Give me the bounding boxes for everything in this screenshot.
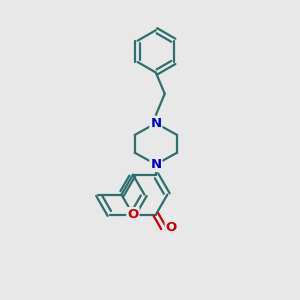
Text: N: N <box>150 117 161 130</box>
Text: O: O <box>166 221 177 234</box>
Text: O: O <box>127 208 139 221</box>
Text: N: N <box>150 158 161 171</box>
